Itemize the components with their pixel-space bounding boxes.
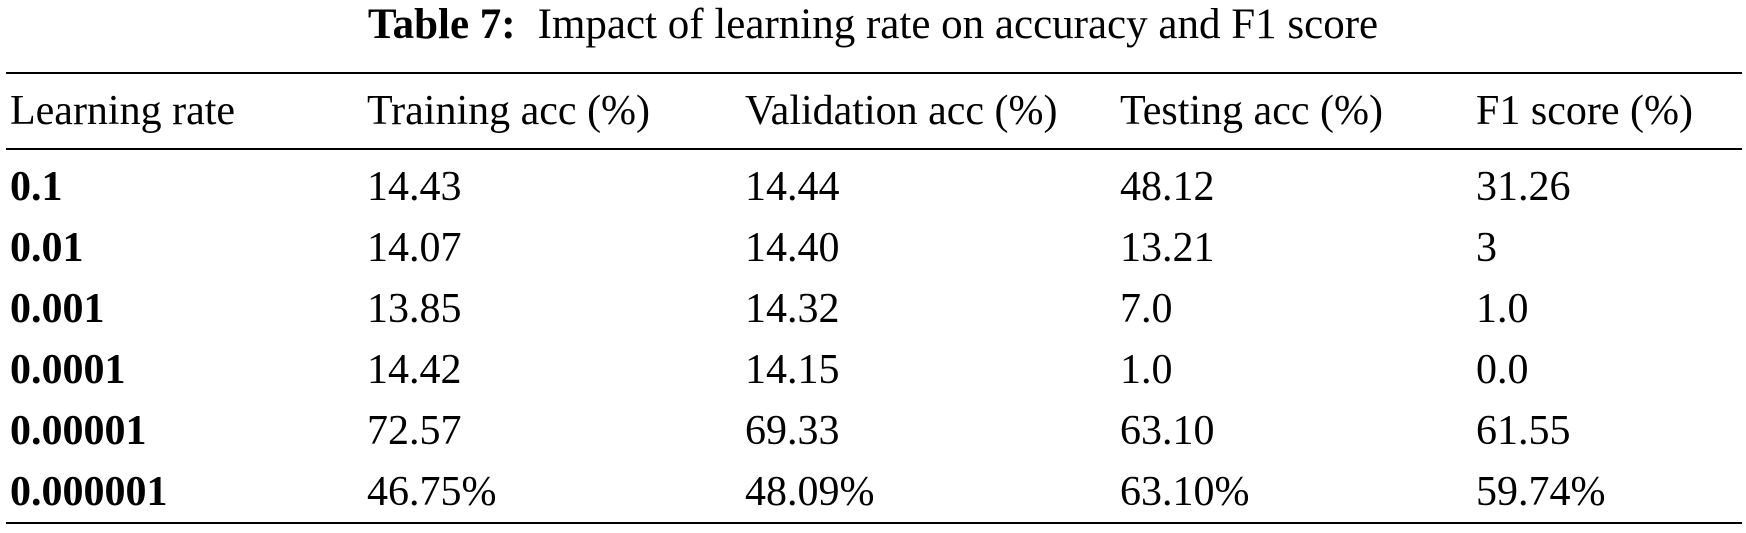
training-acc-cell: 14.42 [367,346,462,393]
validation-acc-cell: 14.44 [745,163,840,210]
caption-label: Table 7: [367,1,516,48]
testing-acc-cell: 13.21 [1120,224,1215,271]
f1-score-cell: 59.74% [1476,468,1606,515]
table-row: 0.0001 14.42 14.15 1.0 0.0 [6,339,1742,400]
training-acc-cell: 14.07 [367,224,462,271]
learning-rate-cell: 0.000001 [10,468,168,515]
learning-rate-cell: 0.01 [10,224,84,271]
training-acc-cell: 14.43 [367,163,462,210]
testing-acc-cell: 7.0 [1120,285,1173,332]
validation-acc-cell: 14.15 [745,346,840,393]
validation-acc-cell: 14.32 [745,285,840,332]
table-row: 0.1 14.43 14.44 48.12 31.26 [6,149,1742,217]
f1-score-cell: 0.0 [1476,346,1529,393]
results-table-container: Learning rate Training acc (%) Validatio… [6,72,1742,524]
learning-rate-table: Learning rate Training acc (%) Validatio… [6,72,1742,524]
column-header-testing-acc: Testing acc (%) [1120,88,1383,134]
f1-score-cell: 3 [1476,224,1497,271]
training-acc-cell: 13.85 [367,285,462,332]
column-header-f1-score: F1 score (%) [1476,88,1693,134]
column-header-learning-rate: Learning rate [10,88,236,134]
f1-score-cell: 31.26 [1476,163,1571,210]
header-row: Learning rate Training acc (%) Validatio… [6,73,1742,149]
table-row: 0.000001 46.75% 48.09% 63.10% 59.74% [6,461,1742,523]
column-header-training-acc: Training acc (%) [367,88,651,134]
testing-acc-cell: 63.10 [1120,407,1215,454]
validation-acc-cell: 69.33 [745,407,840,454]
testing-acc-cell: 63.10% [1120,468,1250,515]
learning-rate-cell: 0.0001 [10,346,126,393]
testing-acc-cell: 48.12 [1120,163,1215,210]
table-row: 0.001 13.85 14.32 7.0 1.0 [6,278,1742,339]
testing-acc-cell: 1.0 [1120,346,1173,393]
table-caption: Table 7: Impact of learning rate on accur… [0,0,1746,50]
learning-rate-cell: 0.00001 [10,407,147,454]
validation-acc-cell: 48.09% [745,468,875,515]
learning-rate-cell: 0.1 [10,163,63,210]
validation-acc-cell: 14.40 [745,224,840,271]
caption-text: Impact of learning rate on accuracy and … [537,1,1379,48]
training-acc-cell: 72.57 [367,407,462,454]
learning-rate-cell: 0.001 [10,285,105,332]
table-row: 0.00001 72.57 69.33 63.10 61.55 [6,400,1742,461]
column-header-validation-acc: Validation acc (%) [745,88,1058,134]
f1-score-cell: 61.55 [1476,407,1571,454]
training-acc-cell: 46.75% [367,468,497,515]
f1-score-cell: 1.0 [1476,285,1529,332]
table-row: 0.01 14.07 14.40 13.21 3 [6,217,1742,278]
